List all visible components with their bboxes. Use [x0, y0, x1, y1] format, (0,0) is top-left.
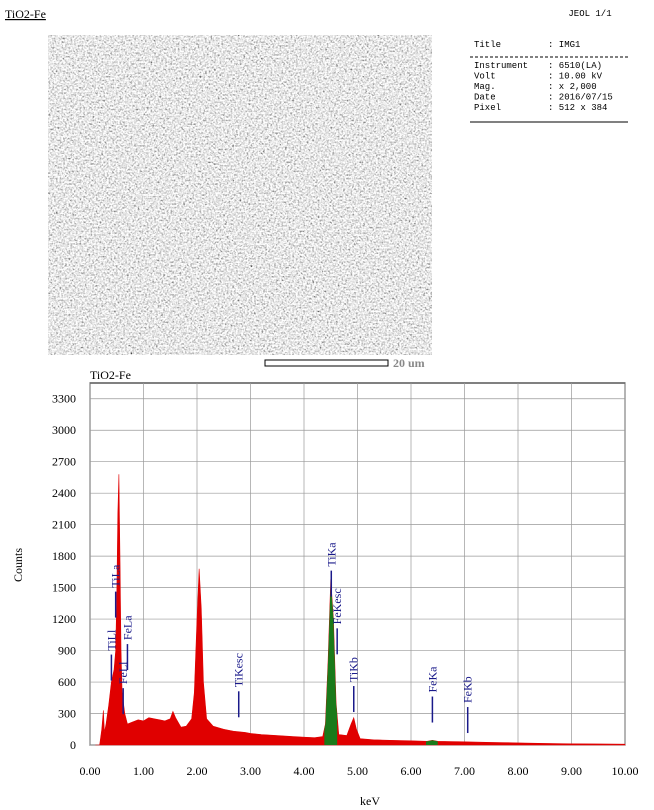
y-tick-label: 1500 — [52, 581, 76, 595]
peak-label: TiKa — [324, 542, 338, 567]
header-title: TiO2-Fe — [5, 7, 46, 21]
x-tick-label: 1.00 — [133, 764, 154, 778]
header-right: JEOL 1/1 — [568, 9, 611, 19]
y-tick-label: 900 — [58, 644, 76, 658]
x-axis-label: keV — [360, 794, 380, 808]
info-key: Mag. — [474, 82, 496, 92]
x-tick-label: 0.00 — [80, 764, 101, 778]
x-tick-label: 7.00 — [454, 764, 475, 778]
info-key: Instrument — [474, 61, 528, 71]
y-tick-label: 2100 — [52, 518, 76, 532]
peak-label: FeKa — [425, 666, 439, 693]
info-key: Volt — [474, 72, 496, 82]
info-key: Pixel — [474, 103, 501, 113]
spectrum-area — [95, 474, 626, 746]
chart: TiO2-Fe 0 300 600 900 1200 1500 1800 2100 2400 270… — [11, 368, 639, 808]
scale-label: 20 um — [393, 356, 425, 370]
x-tick-label: 6.00 — [401, 764, 422, 778]
peak-label: TiKesc — [232, 653, 246, 687]
x-tick-label: 8.00 — [508, 764, 529, 778]
info-value: : 2016/07/15 — [548, 93, 613, 103]
y-tick-label: 1200 — [52, 612, 76, 626]
info-table: Title : IMG1 Instrument : 6510(LA) Volt : 10.… — [474, 40, 613, 113]
info-value: : IMG1 — [548, 40, 580, 50]
x-tick-label: 2.00 — [187, 764, 208, 778]
peak-label: FeKb — [461, 676, 475, 703]
y-axis-label: Counts — [11, 548, 25, 582]
y-tick-label: 600 — [58, 675, 76, 689]
x-tick-label: 9.00 — [561, 764, 582, 778]
y-tick-label: 3000 — [52, 423, 76, 437]
peak-label: FeLa — [120, 615, 134, 640]
peak-label: TiKb — [347, 657, 361, 682]
y-tick-label: 1800 — [52, 549, 76, 563]
x-tick-label: 5.00 — [347, 764, 368, 778]
x-tick-label: 10.00 — [612, 764, 639, 778]
info-value: : 512 x 384 — [548, 103, 607, 113]
x-tick-label: 4.00 — [294, 764, 315, 778]
y-tick-label: 3300 — [52, 392, 76, 406]
info-value: : x 2,000 — [548, 82, 597, 92]
peak-label: TiLa — [109, 564, 123, 588]
y-tick-label: 0 — [70, 738, 76, 752]
peak-label: TiLl — [104, 629, 118, 651]
x-tick-label: 3.00 — [240, 764, 261, 778]
sem-image — [48, 35, 432, 355]
info-value: : 10.00 kV — [548, 72, 603, 82]
y-tick-label: 300 — [58, 707, 76, 721]
info-key: Date — [474, 93, 496, 103]
info-value: : 6510(LA) — [548, 61, 602, 71]
peak-label: FeLl — [116, 661, 130, 684]
scale-bar — [264, 359, 389, 367]
chart-title: TiO2-Fe — [90, 368, 131, 382]
info-key: Title — [474, 40, 501, 50]
peak-label: FeKesc — [330, 588, 344, 624]
y-tick-label: 2700 — [52, 455, 76, 469]
y-tick-label: 2400 — [52, 486, 76, 500]
